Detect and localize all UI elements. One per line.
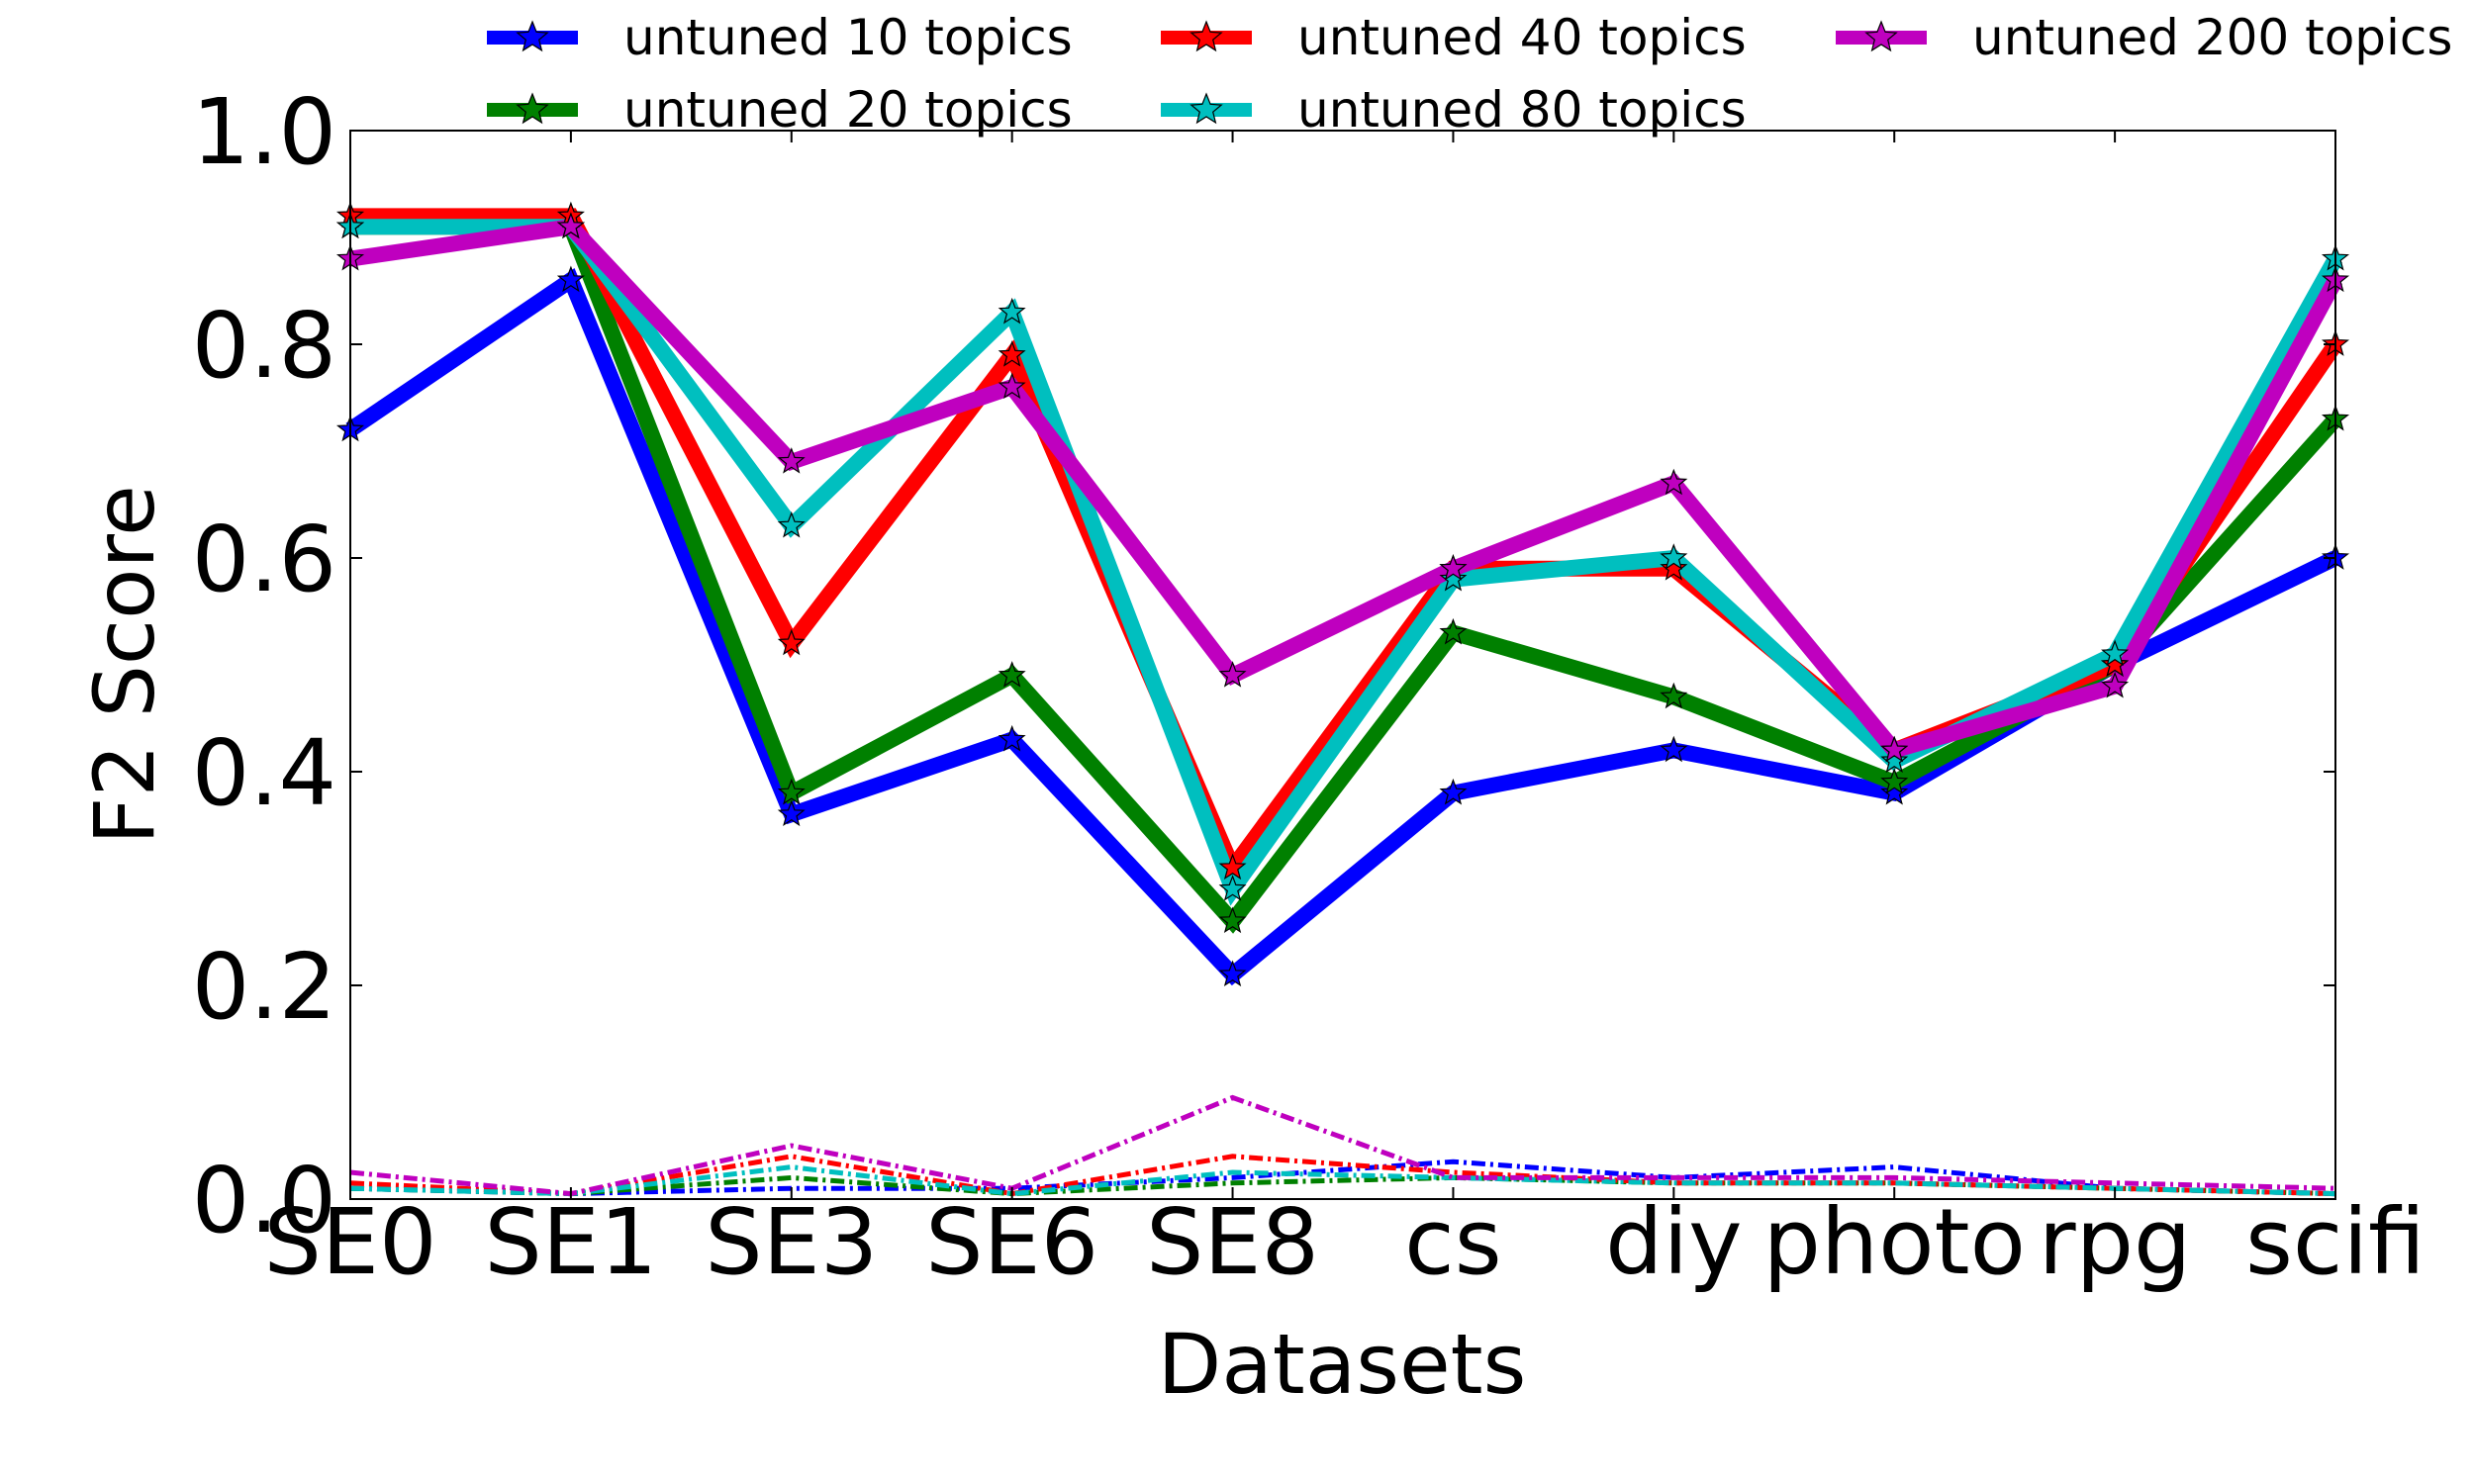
x-axis-title: Datasets (1158, 1316, 1527, 1413)
y-axis-tick-labels: 0.00.20.40.60.81.0 (192, 79, 336, 1253)
x-tick-label: SE6 (925, 1189, 1098, 1295)
x-tick-label: SE3 (705, 1189, 878, 1295)
legend-label: untuned 80 topics (1297, 81, 1747, 139)
y-tick-label: 0.8 (192, 293, 336, 399)
y-axis-title: F2 Score (76, 485, 173, 845)
x-tick-label: SE1 (484, 1189, 657, 1295)
legend-star-marker (1866, 22, 1896, 50)
legend-label: untuned 200 topics (1972, 9, 2452, 66)
x-tick-label: cs (1404, 1189, 1502, 1295)
legend-item-3: untuned 40 topics (1161, 9, 1747, 66)
legend-item-1: untuned 10 topics (487, 9, 1073, 66)
x-tick-label: SE8 (1146, 1189, 1319, 1295)
legend-label: untuned 10 topics (623, 9, 1073, 66)
legend-label: untuned 40 topics (1297, 9, 1747, 66)
y-tick-label: 0.2 (192, 934, 336, 1040)
legend-star-marker (518, 22, 547, 50)
series-lines (350, 216, 2335, 974)
y-tick-label: 1.0 (192, 79, 336, 185)
x-tick-label: diy (1605, 1189, 1742, 1295)
x-tick-label: SE0 (263, 1189, 436, 1295)
legend-star-marker (1191, 22, 1221, 50)
variance-lines (350, 1097, 2335, 1193)
x-tick-label: photo (1763, 1189, 2026, 1295)
y-tick-label: 0.6 (192, 507, 336, 612)
plot-area-frame (350, 131, 2335, 1199)
x-tick-label: scifi (2245, 1189, 2426, 1295)
y-tick-label: 0.4 (192, 720, 336, 826)
series-line-5 (350, 227, 2335, 750)
legend-item-5: untuned 200 topics (1836, 9, 2452, 66)
legend-label: untuned 20 topics (623, 81, 1073, 139)
legend-star-marker (518, 94, 547, 123)
x-tick-label: rpg (2039, 1189, 2192, 1295)
legend-star-marker (1191, 94, 1221, 123)
axis-ticks (350, 131, 2335, 1199)
x-axis-tick-labels: SE0 SE1 SE3 SE6 SE8 csdiyphotorpg scifi (263, 1189, 2426, 1295)
legend: untuned 10 topics untuned 20 topics untune… (487, 9, 2452, 139)
